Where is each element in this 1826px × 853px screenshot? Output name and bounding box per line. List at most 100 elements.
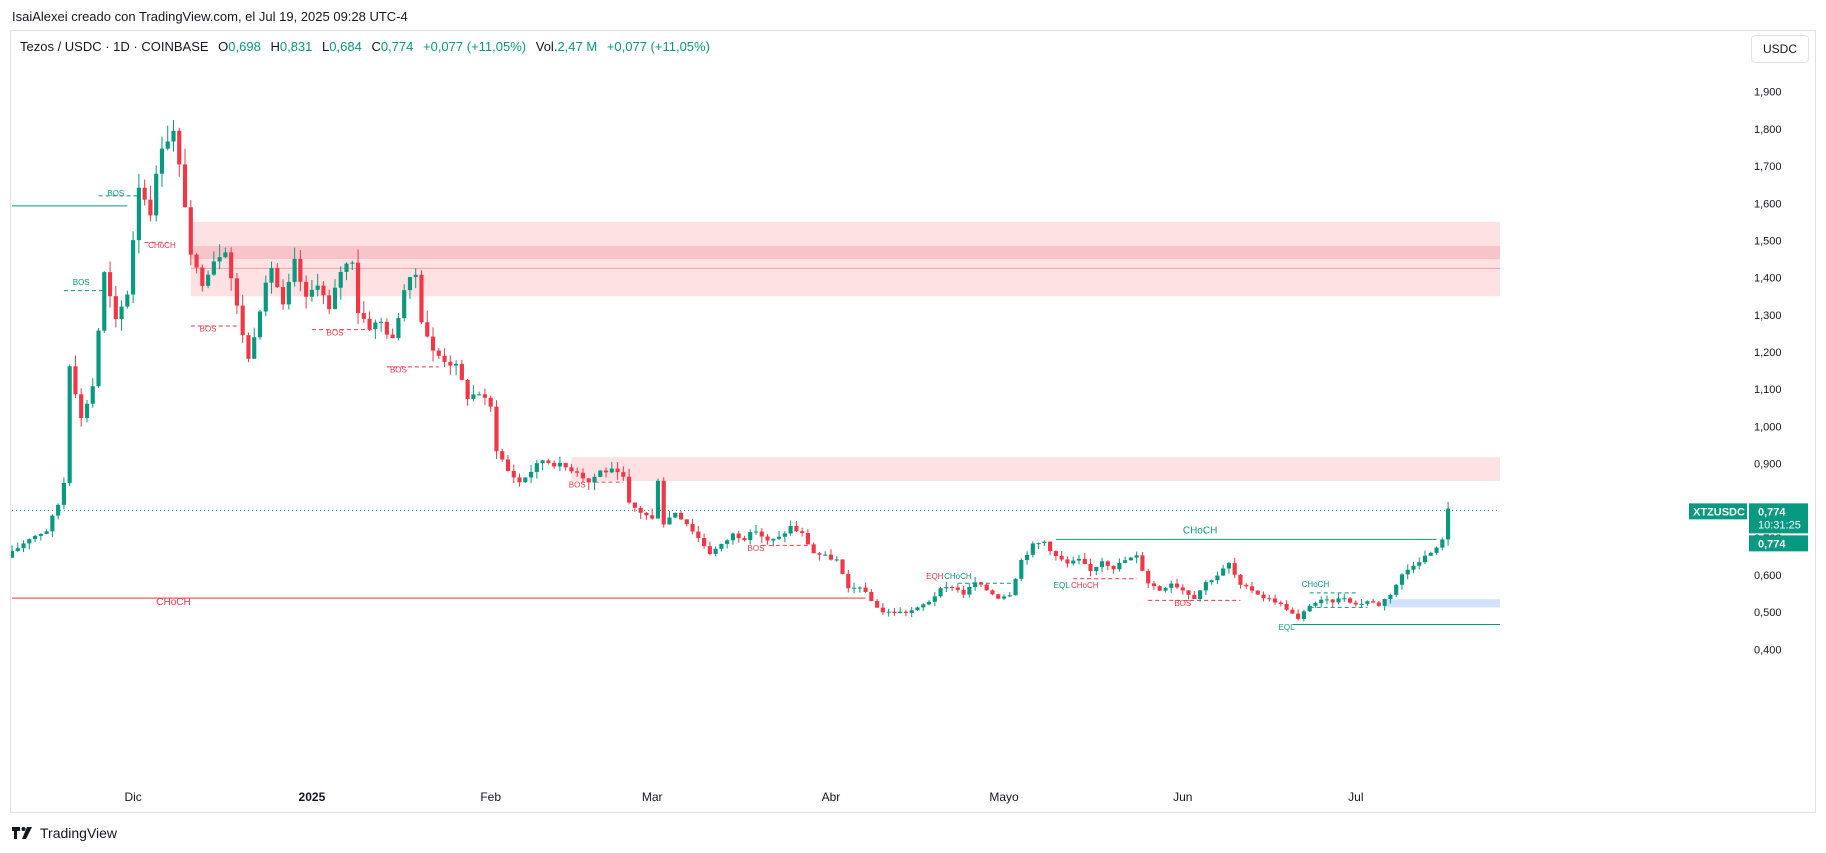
zone-3 — [1384, 599, 1500, 608]
candle-body-218 — [1267, 598, 1272, 600]
candle-body-153 — [892, 611, 897, 614]
price-tick-7: 1,200 — [1754, 347, 1782, 359]
candle-body-175 — [1019, 560, 1024, 579]
candle-body-197 — [1146, 570, 1151, 584]
candle-body-123 — [719, 543, 724, 549]
currency-unit-button[interactable]: USDC — [1751, 35, 1809, 63]
candle-body-188 — [1094, 566, 1099, 571]
candle-body-124 — [725, 540, 730, 544]
candle-body-136 — [794, 526, 799, 532]
time-tick-2: Feb — [480, 790, 501, 804]
tradingview-brand-text: TradingView — [40, 825, 118, 841]
candle-body-70 — [413, 274, 418, 278]
candle-body-113 — [661, 480, 666, 525]
candle-body-143 — [834, 559, 839, 561]
candle-body-65 — [384, 321, 389, 335]
candle-body-63 — [373, 322, 378, 329]
candle-body-97 — [569, 467, 574, 472]
candle-body-228 — [1324, 599, 1330, 601]
candle-body-116 — [678, 512, 684, 520]
time-tick-4: Abr — [822, 790, 841, 804]
candle-body-141 — [823, 554, 828, 556]
annotation-label-11: EQL — [1054, 581, 1071, 590]
candle-body-10 — [67, 366, 72, 483]
candle-body-138 — [805, 533, 810, 545]
price-tick-1: 1,800 — [1754, 124, 1782, 136]
candle-body-247 — [1434, 547, 1439, 553]
candle-body-61 — [361, 313, 366, 319]
ohlc-legend: Tezos / USDC · 1D · COINBASE O0,698 H0,8… — [20, 39, 710, 54]
annotation-label-0: BOS — [107, 189, 124, 198]
candle-body-230 — [1336, 598, 1341, 603]
candle-body-40 — [240, 305, 245, 336]
candle-body-101 — [592, 476, 597, 483]
time-tick-5: Mayo — [989, 790, 1019, 804]
candle-body-118 — [690, 524, 695, 532]
candle-body-214 — [1244, 584, 1249, 587]
candle-body-66 — [390, 334, 395, 339]
change-value: +0,077 (+11,05%) — [423, 39, 527, 54]
candle-body-205 — [1192, 594, 1197, 600]
candle-body-121 — [707, 546, 712, 555]
candle-body-135 — [788, 526, 793, 534]
candle-body-122 — [713, 548, 718, 555]
candle-body-208 — [1209, 580, 1214, 583]
candle-body-240 — [1394, 584, 1399, 595]
candle-body-96 — [563, 462, 568, 468]
candle-body-21 — [131, 240, 136, 295]
candle-body-222 — [1290, 609, 1295, 614]
candle-body-15 — [96, 330, 101, 387]
candle-body-169 — [984, 584, 989, 591]
candle-body-13 — [84, 403, 90, 419]
candle-body-202 — [1174, 583, 1180, 588]
candle-body-111 — [650, 515, 655, 519]
candle-body-156 — [909, 610, 914, 613]
candle-body-49 — [292, 258, 297, 282]
candle-body-107 — [627, 476, 632, 503]
price-tag-countdown: 10:31:25 — [1758, 519, 1801, 531]
candle-body-170 — [990, 590, 995, 595]
price-tag-value-2: 0,774 — [1758, 538, 1786, 550]
price-tick-10: 0,900 — [1754, 459, 1782, 471]
candle-body-47 — [280, 287, 286, 305]
symbol-title[interactable]: Tezos / USDC · 1D · COINBASE — [20, 39, 209, 54]
candle-body-105 — [615, 468, 620, 473]
candle-body-210 — [1221, 568, 1226, 576]
candle-body-191 — [1111, 565, 1116, 570]
candle-body-9 — [61, 482, 66, 505]
candle-body-235 — [1365, 601, 1370, 604]
time-axis[interactable]: Dic 2025 Feb Mar Abr Mayo Jun Jul — [124, 790, 1363, 804]
candle-body-231 — [1342, 598, 1347, 600]
price-axis[interactable]: 1,900 1,800 1,700 1,600 1,500 1,400 1,300 1,200… — [1754, 87, 1782, 657]
candle-body-159 — [926, 601, 932, 605]
candle-body-194 — [1128, 557, 1133, 561]
candle-body-43 — [257, 311, 263, 338]
candle-body-115 — [673, 512, 678, 518]
candle-body-229 — [1330, 599, 1335, 603]
price-tick-9: 1,000 — [1754, 421, 1782, 433]
candle-body-196 — [1140, 555, 1145, 571]
candle-body-42 — [252, 337, 257, 359]
candle-body-92 — [540, 460, 545, 464]
candle-body-246 — [1428, 552, 1433, 556]
annotation-label-8: CHoCH — [156, 597, 190, 608]
candle-body-190 — [1105, 561, 1110, 566]
candle-body-72 — [425, 322, 430, 337]
tradingview-footer[interactable]: TradingView — [12, 825, 117, 841]
candle-body-106 — [621, 472, 626, 477]
candle-body-51 — [304, 281, 309, 297]
candle-body-58 — [344, 263, 349, 272]
candle-body-225 — [1307, 605, 1312, 612]
candle-body-183 — [1065, 559, 1070, 564]
candle-body-150 — [875, 601, 880, 608]
price-tick-13: 0,500 — [1754, 607, 1782, 619]
candle-body-157 — [915, 607, 920, 611]
candle-body-108 — [632, 502, 637, 508]
annotation-label-12: CHoCH — [1071, 581, 1099, 590]
price-tick-6: 1,300 — [1754, 310, 1782, 322]
candle-body-211 — [1226, 563, 1232, 569]
candle-body-132 — [771, 538, 776, 541]
annotation-label-1: BOS — [73, 278, 90, 287]
candle-body-245 — [1422, 555, 1428, 563]
